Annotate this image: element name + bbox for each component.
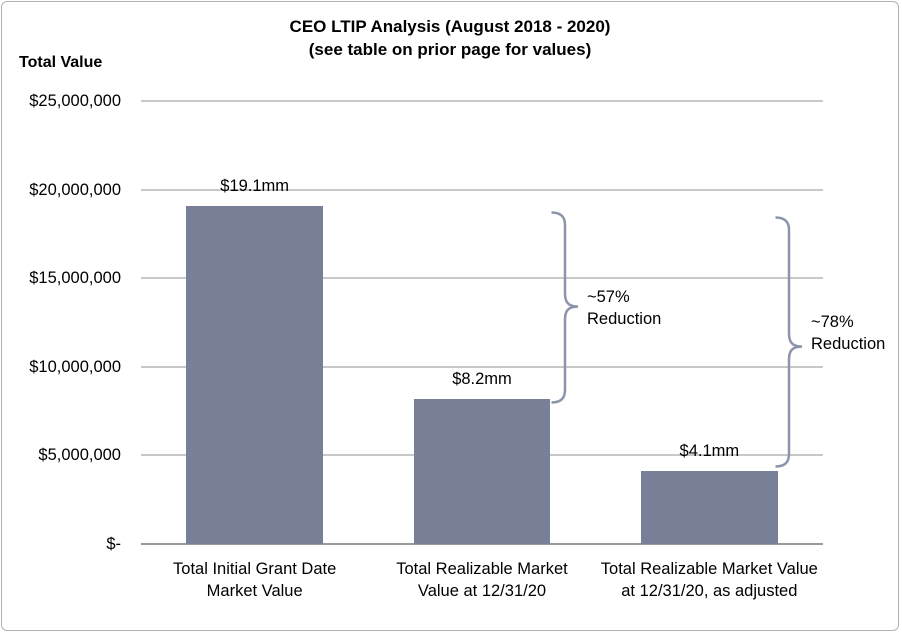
y-tick-label: $-: [106, 535, 121, 553]
gridline: [141, 365, 823, 368]
category-label: Total Initial Grant Date Market Value: [141, 558, 368, 602]
gridline: [141, 100, 823, 102]
gridline: [141, 277, 823, 280]
chart-subtitle: (see table on prior page for values): [308, 40, 592, 59]
bar-slot: $8.2mm: [368, 101, 595, 544]
bar-value-label: $8.2mm: [452, 369, 512, 388]
y-axis-labels: $25,000,000 $20,000,000 $15,000,000 $10,000…: [2, 92, 121, 553]
category-label: Total Realizable Market Value at 12/31/20…: [596, 558, 823, 602]
chart-title: CEO LTIP Analysis (August 2018 - 2020): [289, 17, 611, 36]
bar-value-label: $4.1mm: [679, 442, 740, 461]
bar: [413, 398, 551, 544]
bar-slot: $19.1mm: [141, 101, 368, 544]
category-label-line: Total Realizable Market: [396, 560, 568, 578]
category-label-line: Market Value: [206, 582, 303, 600]
annotation-78-reduction: ~78% Reduction: [811, 311, 885, 355]
annotation-57-reduction: ~57% Reduction: [587, 286, 661, 330]
bar: [186, 205, 323, 544]
y-tick-label: $20,000,000: [29, 180, 121, 199]
y-tick-label: $5,000,000: [38, 446, 121, 465]
bar: [641, 471, 778, 544]
category-label-line: Total Realizable Market Value: [600, 560, 818, 578]
category-label-line: Value at 12/31/20: [417, 582, 547, 600]
bar-value-label: $19.1mm: [220, 176, 290, 195]
plot-area: $19.1mm $8.2mm $4.1mm: [141, 100, 823, 545]
bar-slot: $4.1mm: [596, 101, 823, 544]
category-labels: Total Initial Grant Date Market Value Tota…: [141, 558, 823, 602]
annotation-line: ~78%: [811, 313, 854, 331]
category-label-line: at 12/31/20, as adjusted: [621, 582, 798, 600]
y-axis-title: Total Value: [19, 54, 103, 71]
annotation-line: ~57%: [587, 288, 630, 306]
y-tick-label: $10,000,000: [29, 357, 121, 376]
category-label-line: Total Initial Grant Date: [173, 560, 337, 578]
chart-title-block: CEO LTIP Analysis (August 2018 - 2020) (…: [2, 15, 898, 61]
category-label: Total Realizable Market Value at 12/31/20: [368, 558, 595, 602]
annotation-line: Reduction: [811, 335, 886, 353]
y-tick-label: $15,000,000: [29, 269, 121, 288]
bars: $19.1mm $8.2mm $4.1mm: [141, 101, 823, 544]
annotation-line: Reduction: [587, 310, 662, 328]
x-axis-line: [141, 543, 823, 545]
gridline: [141, 188, 823, 191]
y-tick-label: $25,000,000: [29, 92, 121, 110]
